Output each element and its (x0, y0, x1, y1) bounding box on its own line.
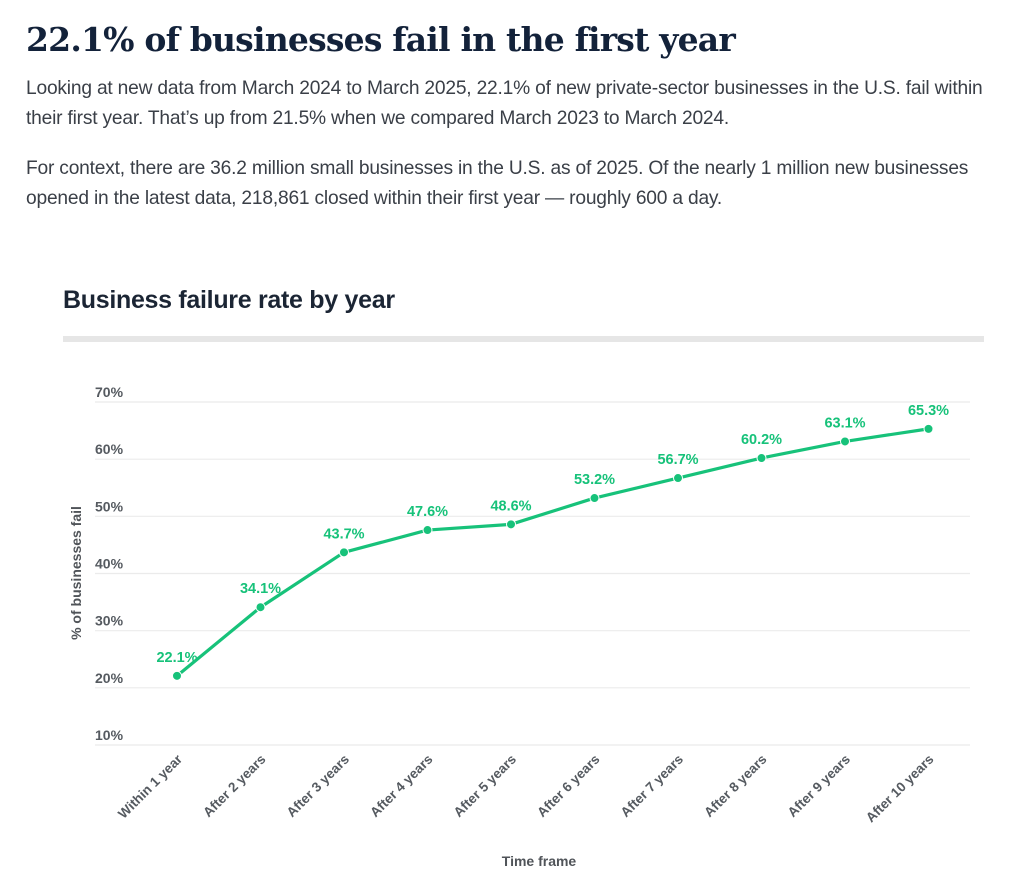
x-axis-title: Time frame (502, 853, 577, 869)
data-point[interactable] (673, 473, 683, 484)
x-axis-ticks: Within 1 year After 2 years After 3 years A… (115, 751, 936, 825)
intro-paragraph: Looking at new data from March 2024 to M… (26, 78, 983, 129)
y-tick-label: 30% (95, 613, 124, 629)
gridlines (95, 401, 970, 746)
y-axis-title: % of businesses fail (68, 506, 84, 640)
y-tick-label: 50% (95, 498, 124, 514)
data-point[interactable] (840, 436, 850, 447)
data-labels: 22.1% 34.1% 43.7% 47.6% 48.6% 53.2% 56.7% 60.2%… (156, 403, 949, 666)
data-point[interactable] (422, 525, 433, 536)
data-label: 63.1% (824, 415, 865, 431)
data-point[interactable] (172, 670, 182, 681)
y-tick-label: 60% (95, 441, 124, 457)
series-line-group (175, 427, 931, 678)
data-label: 47.6% (407, 504, 448, 520)
data-point[interactable] (506, 519, 516, 530)
y-axis-ticks: 10% 20% 30% 40% 50% 60% 70% (95, 384, 124, 743)
data-label: 60.2% (741, 432, 782, 448)
x-tick-label: After 7 years (618, 752, 686, 820)
data-label: 22.1% (156, 650, 197, 666)
data-point[interactable] (255, 602, 266, 613)
x-tick-label: Within 1 year (115, 751, 185, 821)
headline: 22.1% of businesses fail in the first ye… (26, 20, 736, 59)
x-tick-label: After 4 years (367, 752, 435, 820)
x-tick-label: After 9 years (785, 752, 853, 820)
y-tick-label: 40% (95, 556, 124, 572)
y-tick-label: 10% (95, 727, 124, 743)
series-line (175, 427, 931, 678)
y-tick-label: 20% (95, 670, 124, 686)
data-label: 34.1% (240, 581, 281, 597)
data-points (172, 423, 934, 681)
data-label: 56.7% (657, 452, 698, 468)
data-label: 43.7% (323, 526, 364, 542)
data-point[interactable] (923, 423, 934, 434)
x-tick-label: After 2 years (200, 752, 268, 820)
data-label: 65.3% (908, 403, 949, 419)
x-tick-label: After 3 years (284, 752, 352, 820)
data-label: 48.6% (490, 498, 531, 514)
chart-title: Business failure rate by year (63, 286, 395, 314)
x-tick-label: After 6 years (534, 752, 602, 820)
chart-title-divider (63, 336, 984, 342)
data-label: 53.2% (574, 472, 615, 488)
data-point[interactable] (339, 547, 349, 558)
y-tick-label: 70% (95, 384, 124, 400)
x-tick-label: After 5 years (451, 752, 519, 820)
data-point[interactable] (756, 453, 767, 464)
x-tick-label: After 10 years (863, 752, 937, 826)
context-paragraph: For context, there are 36.2 million smal… (26, 158, 969, 209)
x-tick-label: After 8 years (701, 752, 769, 820)
data-point[interactable] (589, 493, 600, 504)
